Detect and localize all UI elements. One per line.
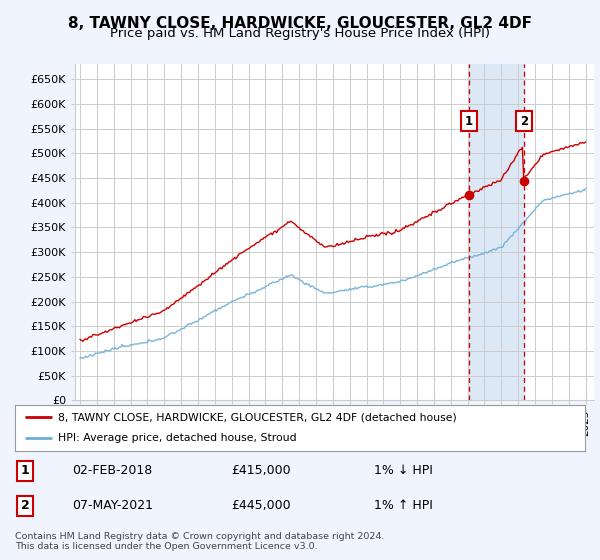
Text: £415,000: £415,000 <box>232 464 291 478</box>
Text: 8, TAWNY CLOSE, HARDWICKE, GLOUCESTER, GL2 4DF (detached house): 8, TAWNY CLOSE, HARDWICKE, GLOUCESTER, G… <box>58 412 457 422</box>
Text: Contains HM Land Registry data © Crown copyright and database right 2024.
This d: Contains HM Land Registry data © Crown c… <box>15 532 385 552</box>
Text: 2: 2 <box>21 500 29 512</box>
Bar <box>469 64 524 400</box>
Text: 02-FEB-2018: 02-FEB-2018 <box>72 464 152 478</box>
Text: 1% ↓ HPI: 1% ↓ HPI <box>374 464 433 478</box>
Text: Price paid vs. HM Land Registry's House Price Index (HPI): Price paid vs. HM Land Registry's House … <box>110 27 490 40</box>
Text: 1% ↑ HPI: 1% ↑ HPI <box>374 500 433 512</box>
Text: 07-MAY-2021: 07-MAY-2021 <box>72 500 153 512</box>
Text: HPI: Average price, detached house, Stroud: HPI: Average price, detached house, Stro… <box>58 433 296 444</box>
Text: 1: 1 <box>465 115 473 128</box>
Text: £445,000: £445,000 <box>232 500 291 512</box>
Text: 2: 2 <box>520 115 528 128</box>
Text: 1: 1 <box>21 464 29 478</box>
Text: 8, TAWNY CLOSE, HARDWICKE, GLOUCESTER, GL2 4DF: 8, TAWNY CLOSE, HARDWICKE, GLOUCESTER, G… <box>68 16 532 31</box>
